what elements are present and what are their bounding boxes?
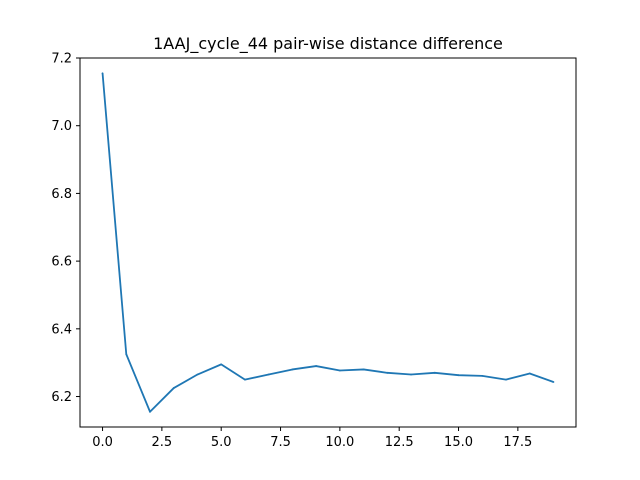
x-tick-label: 17.5 [503, 435, 532, 450]
x-tick-label: 5.0 [211, 435, 232, 450]
data-point [101, 72, 104, 75]
data-point [505, 378, 507, 381]
data-point [196, 373, 199, 376]
data-point [244, 378, 246, 381]
data-point [338, 369, 341, 372]
y-tick-label: 6.6 [51, 255, 72, 270]
data-point [291, 368, 294, 371]
data-point [220, 363, 223, 366]
x-tick-label: 7.5 [270, 435, 291, 450]
data-point [125, 353, 128, 356]
data-point [433, 371, 436, 374]
y-tick-label: 6.2 [51, 390, 72, 405]
y-tick-label: 7.0 [51, 119, 72, 134]
data-point [386, 371, 389, 374]
series-layer [101, 72, 555, 413]
y-tick-label: 6.4 [51, 322, 72, 337]
data-point [149, 410, 151, 413]
y-tick-label: 6.8 [51, 187, 72, 202]
x-axis: 0.0 2.5 5.0 7.5 10.0 12.5 15.0 17.5 [92, 427, 532, 450]
x-tick-label: 0.0 [92, 435, 113, 450]
data-point [315, 365, 318, 367]
data-point [457, 374, 460, 377]
data-point [528, 372, 531, 375]
data-point [267, 373, 270, 376]
chart-title: 1AAJ_cycle_44 pair-wise distance differe… [153, 34, 503, 54]
data-point [552, 381, 555, 383]
data-point [362, 368, 365, 371]
plot-area [79, 57, 577, 428]
data-point [410, 373, 412, 376]
data-point [172, 387, 175, 389]
data-point [481, 374, 484, 377]
x-tick-label: 2.5 [152, 435, 173, 450]
y-axis: 6.2 6.4 6.6 6.8 7.0 7.2 [51, 52, 80, 405]
y-tick-label: 7.2 [51, 52, 72, 67]
series-line [101, 73, 554, 413]
x-tick-label: 10.0 [325, 435, 354, 450]
x-tick-label: 12.5 [385, 435, 414, 450]
x-tick-label: 15.0 [444, 435, 473, 450]
